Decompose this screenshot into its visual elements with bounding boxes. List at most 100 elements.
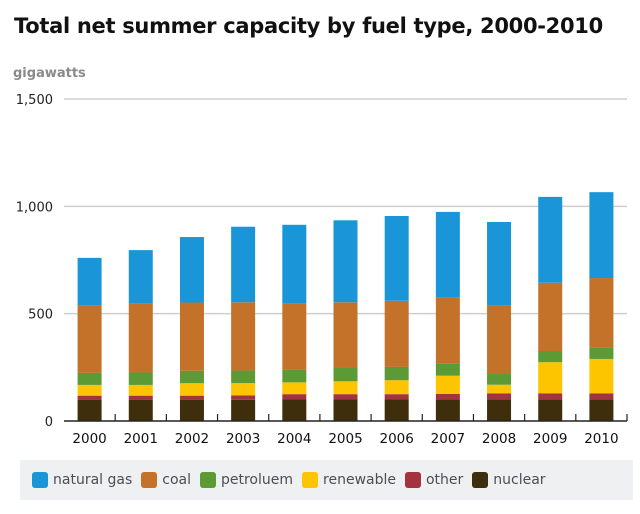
bar-segment-petroluem-2010 xyxy=(589,347,614,359)
y-axis-ticks: 0 500 1,000 1,500 xyxy=(16,93,53,430)
bar-segment-coal-2000 xyxy=(77,305,102,373)
bar-segment-petroluem-2008 xyxy=(487,373,512,385)
bar-segment-natural-gas-2009 xyxy=(538,196,563,283)
bar-segment-coal-2003 xyxy=(231,302,256,371)
legend-item-petroluem[interactable]: petroluem xyxy=(199,472,294,488)
bar-segment-nuclear-2010 xyxy=(589,399,614,421)
bar-segment-coal-2005 xyxy=(333,302,358,368)
bar-segment-petroluem-2001 xyxy=(128,372,153,385)
x-tick-label: 2006 xyxy=(380,431,414,447)
bar-segment-nuclear-2004 xyxy=(282,399,307,421)
legend-swatch xyxy=(302,472,319,488)
bar-segment-renewable-2001 xyxy=(128,384,153,396)
bar-segment-petroluem-2002 xyxy=(179,370,204,384)
legend-label: renewable xyxy=(323,472,396,488)
bar-segment-nuclear-2009 xyxy=(538,399,563,421)
bar-segment-coal-2004 xyxy=(282,303,307,370)
legend-swatch xyxy=(32,472,48,488)
y-tick-label: 1,000 xyxy=(16,200,53,215)
bar-segment-other-2005 xyxy=(333,394,358,400)
bar-segment-natural-gas-2007 xyxy=(435,211,460,298)
bar-segment-natural-gas-2001 xyxy=(128,250,153,304)
bar-segment-other-2010 xyxy=(589,393,614,400)
bar-segment-natural-gas-2002 xyxy=(179,237,204,303)
x-tick-label: 2002 xyxy=(175,431,209,447)
legend-item-natural-gas[interactable]: natural gas xyxy=(32,472,132,488)
legend-label: petroluem xyxy=(220,472,294,488)
bar-segment-other-2009 xyxy=(538,393,563,400)
bar-segment-coal-2008 xyxy=(487,305,512,374)
bar-segment-renewable-2007 xyxy=(435,375,460,394)
bar-segment-petroluem-2004 xyxy=(282,369,307,383)
legend-label: nuclear xyxy=(493,472,546,488)
y-axis-unit-label: gigawatts xyxy=(13,66,86,81)
bar-segment-petroluem-2003 xyxy=(231,370,256,384)
bar-segment-other-2007 xyxy=(435,393,460,400)
bar-segment-other-2003 xyxy=(231,395,256,400)
bar-segment-renewable-2010 xyxy=(589,358,614,394)
x-tick-label: 2009 xyxy=(533,431,567,447)
bar-segment-natural-gas-2008 xyxy=(487,222,512,306)
bar-segment-coal-2007 xyxy=(435,297,460,364)
legend-swatch xyxy=(199,472,216,488)
bar-segment-coal-2009 xyxy=(538,282,563,352)
bar-segment-natural-gas-2004 xyxy=(282,224,307,304)
bar-segment-petroluem-2009 xyxy=(538,351,563,363)
y-tick-label: 500 xyxy=(28,308,53,323)
bar-segment-renewable-2008 xyxy=(487,384,512,394)
bar-segment-renewable-2006 xyxy=(384,380,409,395)
legend-item-nuclear[interactable]: nuclear xyxy=(472,472,546,488)
x-tick-label: 2000 xyxy=(72,431,106,447)
legend-item-coal[interactable]: coal xyxy=(141,472,191,488)
bar-segment-other-2006 xyxy=(384,394,409,400)
legend-label: coal xyxy=(162,472,191,488)
x-tick-label: 2008 xyxy=(482,431,516,447)
bar-segment-coal-2002 xyxy=(179,302,204,371)
bar-segment-nuclear-2002 xyxy=(179,399,204,421)
bar-segment-nuclear-2001 xyxy=(128,399,153,421)
bar-segment-petroluem-2000 xyxy=(77,372,102,385)
bar-segment-renewable-2009 xyxy=(538,362,563,394)
x-tick-label: 2004 xyxy=(277,431,311,447)
bar-segment-other-2008 xyxy=(487,393,512,400)
bar-segment-petroluem-2006 xyxy=(384,366,409,381)
bar-segment-natural-gas-2010 xyxy=(589,192,614,279)
bar-segment-natural-gas-2000 xyxy=(77,257,102,306)
chart-title: Total net summer capacity by fuel type, … xyxy=(14,14,603,38)
legend-item-renewable[interactable]: renewable xyxy=(302,472,396,488)
bar-segment-natural-gas-2006 xyxy=(384,215,409,301)
bar-segment-natural-gas-2003 xyxy=(231,226,256,303)
bar-segment-nuclear-2006 xyxy=(384,399,409,421)
x-tick-label: 2010 xyxy=(584,431,618,447)
bar-segment-renewable-2004 xyxy=(282,382,307,395)
bar-segment-natural-gas-2005 xyxy=(333,220,358,303)
y-tick-label: 0 xyxy=(45,415,53,430)
bar-segment-coal-2010 xyxy=(589,278,614,348)
x-axis: 2000 2001 2002 2003 2004 2005 2006 2007 2008 2009… xyxy=(64,414,628,447)
legend-label: other xyxy=(425,472,464,488)
bar-segment-coal-2001 xyxy=(128,303,153,373)
bar-segment-nuclear-2007 xyxy=(435,399,460,421)
bar-segment-other-2004 xyxy=(282,394,307,400)
legend-item-other[interactable]: other xyxy=(404,472,464,488)
bar-segment-renewable-2002 xyxy=(179,383,204,396)
legend: natural gas coal petroluem renewable other nu… xyxy=(20,460,633,500)
bar-segment-petroluem-2005 xyxy=(333,367,358,382)
x-tick-label: 2005 xyxy=(328,431,362,447)
bar-segment-renewable-2003 xyxy=(231,383,256,396)
bar-segment-other-2002 xyxy=(179,395,204,400)
bar-segment-nuclear-2005 xyxy=(333,399,358,421)
bar-segment-renewable-2005 xyxy=(333,381,358,395)
legend-swatch xyxy=(472,472,489,488)
bar-segment-petroluem-2007 xyxy=(435,363,460,376)
legend-swatch xyxy=(141,472,158,488)
x-tick-label: 2003 xyxy=(226,431,260,447)
bar-segment-renewable-2000 xyxy=(77,384,102,396)
bar-segment-coal-2006 xyxy=(384,300,409,367)
x-tick-label: 2007 xyxy=(431,431,465,447)
bar-segment-other-2000 xyxy=(77,395,102,400)
bars xyxy=(77,192,614,421)
bar-segment-other-2001 xyxy=(128,395,153,400)
y-tick-label: 1,500 xyxy=(16,93,53,108)
legend-swatch xyxy=(404,472,421,488)
